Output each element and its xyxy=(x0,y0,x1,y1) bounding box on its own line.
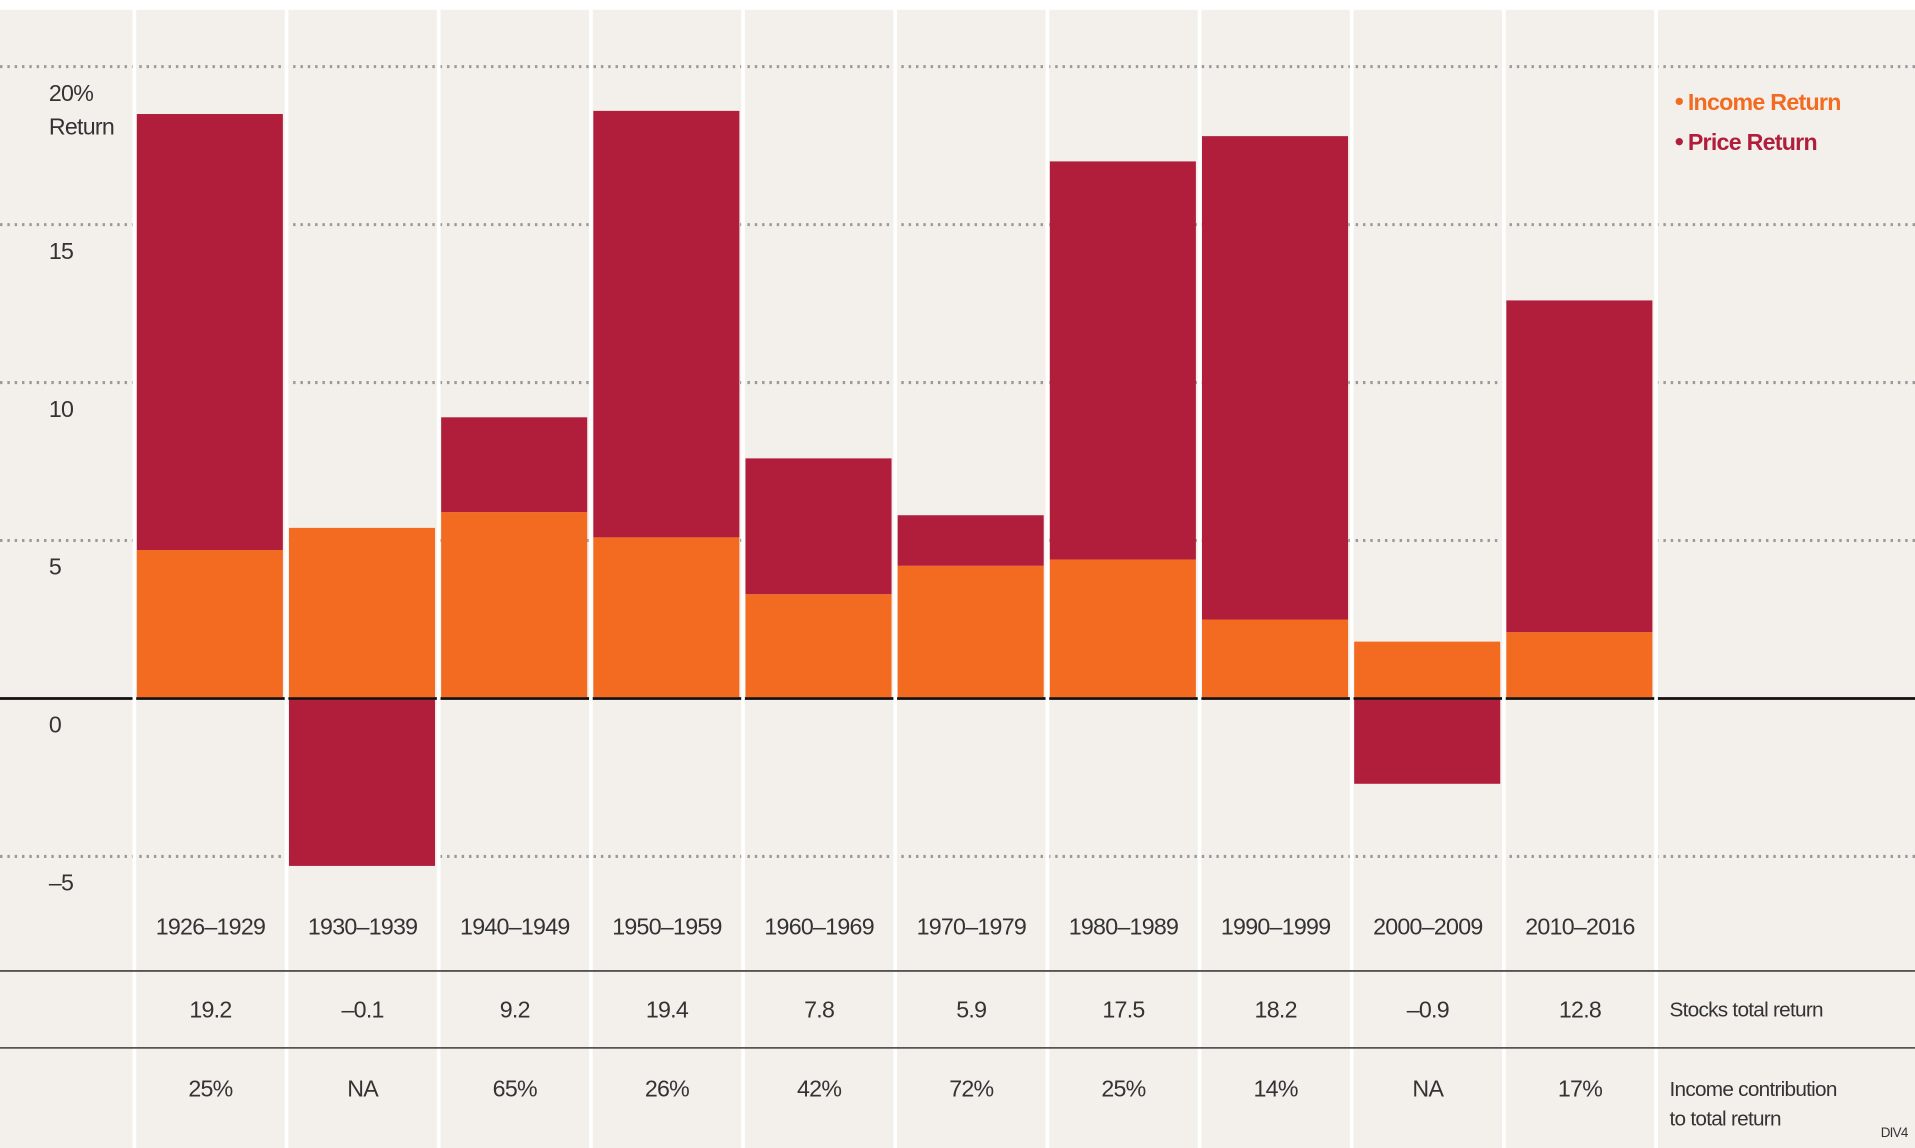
bar-segment xyxy=(136,549,283,699)
x-tick-label: 1960–1969 xyxy=(764,913,873,939)
y-tick-label: 0 xyxy=(49,712,61,738)
bar-segment xyxy=(1049,161,1196,560)
x-tick-label: 1970–1979 xyxy=(917,913,1026,939)
bar-segment xyxy=(136,114,283,550)
x-tick-label: 1940–1949 xyxy=(460,913,569,939)
table-cell: 25% xyxy=(188,1076,232,1102)
bar-segment xyxy=(1354,641,1501,699)
legend-label: Price Return xyxy=(1688,129,1817,155)
y-tick-label: 20% xyxy=(49,80,93,106)
table-cell: 65% xyxy=(493,1076,537,1102)
table-cell: 42% xyxy=(797,1076,841,1102)
table-cell: 19.4 xyxy=(646,996,689,1022)
y-tick-label: 15 xyxy=(49,238,73,264)
table-cell: 19.2 xyxy=(189,996,231,1022)
legend-label: Income Return xyxy=(1688,89,1841,115)
table-cell: 12.8 xyxy=(1559,996,1601,1022)
table-cell: 5.9 xyxy=(956,996,986,1022)
bar-segment xyxy=(1506,300,1653,633)
row-label: to total return xyxy=(1670,1107,1781,1130)
y-axis-label: Return xyxy=(49,113,114,139)
row-label: Income contribution xyxy=(1670,1078,1837,1101)
bar-segment xyxy=(897,515,1044,566)
x-tick-label: 1926–1929 xyxy=(156,913,265,939)
top-strip xyxy=(0,0,1915,10)
bar-segment xyxy=(1049,559,1196,699)
bar-segment xyxy=(1201,619,1349,699)
bar-segment xyxy=(897,565,1044,699)
table-cell: 17% xyxy=(1558,1076,1602,1102)
legend-dot xyxy=(1675,138,1683,146)
bar-segment xyxy=(593,537,740,699)
footnote: DIV4 xyxy=(1881,1125,1909,1140)
table-cell: 26% xyxy=(645,1076,689,1102)
legend-dot xyxy=(1675,97,1683,106)
table-cell: NA xyxy=(1412,1076,1444,1102)
table-cell: 18.2 xyxy=(1255,996,1297,1022)
row-label: Stocks total return xyxy=(1670,999,1823,1022)
y-tick-label: 5 xyxy=(49,554,61,580)
x-tick-label: 1930–1939 xyxy=(308,913,417,939)
x-tick-label: 1990–1999 xyxy=(1221,913,1330,939)
bar-segment xyxy=(441,417,588,513)
bar-segment xyxy=(1201,136,1349,620)
table-cell: 14% xyxy=(1254,1076,1298,1102)
table-cell: 17.5 xyxy=(1102,996,1144,1022)
x-tick-label: 2010–2016 xyxy=(1525,913,1634,939)
bar-segment xyxy=(288,698,436,866)
table-cell: 7.8 xyxy=(804,996,834,1022)
bar-segment xyxy=(745,594,892,699)
x-tick-label: 1950–1959 xyxy=(612,913,721,939)
bar-segment xyxy=(288,527,436,699)
x-tick-label: 1980–1989 xyxy=(1069,913,1178,939)
table-cell: –0.1 xyxy=(342,996,384,1022)
bar-segment xyxy=(441,512,588,699)
table-cell: 9.2 xyxy=(500,996,530,1022)
y-tick-label: 10 xyxy=(49,396,73,422)
bar-segment xyxy=(745,458,892,595)
y-tick-label: –5 xyxy=(49,870,73,896)
bar-segment xyxy=(593,110,740,538)
table-cell: NA xyxy=(347,1076,379,1102)
x-tick-label: 2000–2009 xyxy=(1373,913,1482,939)
bar-segment xyxy=(1354,698,1501,784)
table-cell: 25% xyxy=(1101,1076,1145,1102)
table-cell: –0.9 xyxy=(1407,996,1449,1022)
bar-segment xyxy=(1506,632,1653,699)
table-cell: 72% xyxy=(949,1076,993,1102)
